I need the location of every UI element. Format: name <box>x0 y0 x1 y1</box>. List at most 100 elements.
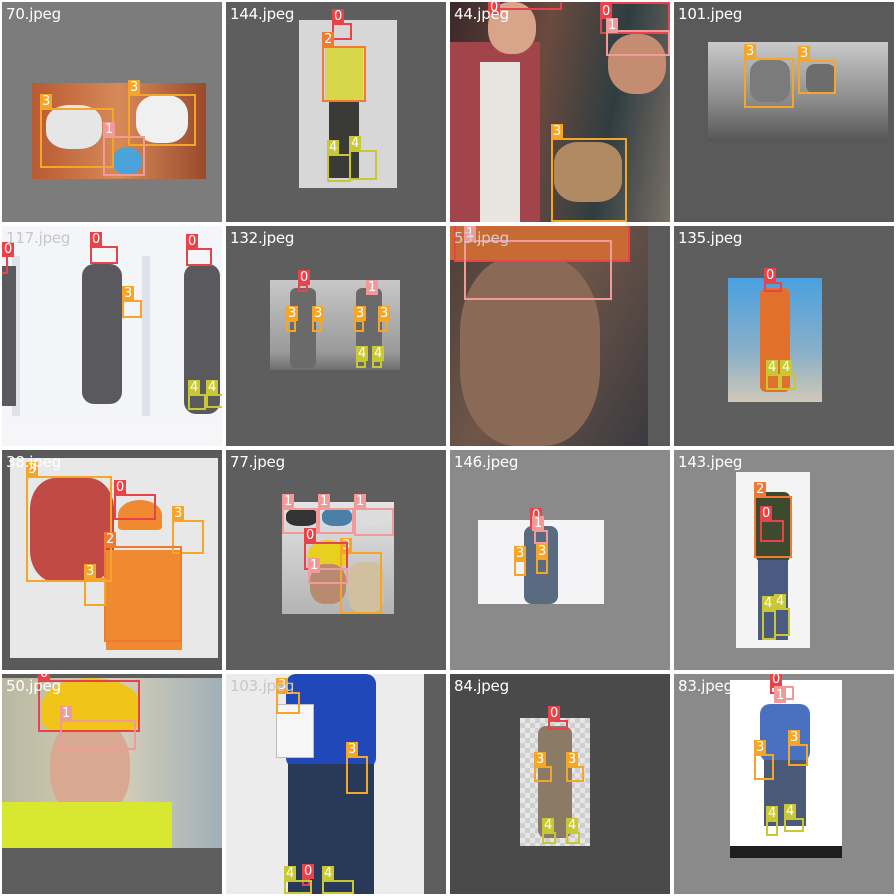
class-label: 0 <box>304 528 317 543</box>
filename-label: 44.jpeg <box>454 5 509 23</box>
image-tile[interactable]: 0 1 3 3 146.jpeg <box>450 450 670 670</box>
photo <box>226 674 424 894</box>
photo <box>450 226 648 446</box>
filename-label: 101.jpeg <box>678 5 743 23</box>
image-tile[interactable]: 0 0 0 3 4 4 117.jpeg <box>2 226 222 446</box>
image-tile[interactable]: 0 0 1 3 44.jpeg <box>450 2 670 222</box>
class-label: 3 <box>514 546 527 561</box>
vest-shape <box>325 46 363 102</box>
filename-label: 132.jpeg <box>230 229 295 247</box>
class-label: 2 <box>322 32 335 47</box>
filename-label: 146.jpeg <box>454 453 519 471</box>
bbox: 3 <box>128 80 196 146</box>
bbox: 2 <box>754 482 792 558</box>
bbox: 0 <box>2 242 15 274</box>
image-tile[interactable]: 3 3 0 4 4 103.jpeg <box>226 674 446 894</box>
bbox: 0 <box>600 2 670 34</box>
bbox: 1 <box>282 494 318 534</box>
goggles-shape <box>286 508 318 526</box>
class-label: 3 <box>566 752 579 767</box>
class-label: 4 <box>206 380 219 395</box>
class-label: 4 <box>774 594 787 609</box>
bbox: 4 <box>322 866 354 894</box>
image-tile[interactable]: 3 3 101.jpeg <box>674 2 894 222</box>
glove-shape <box>348 562 384 612</box>
class-label: 4 <box>372 346 385 361</box>
filename-label: 143.jpeg <box>678 453 743 471</box>
image-tile[interactable]: 3 0 3 2 3 38.jpeg <box>2 450 222 670</box>
photo <box>730 680 842 858</box>
vest-shape <box>2 802 172 848</box>
bbox: 3 <box>354 306 367 332</box>
class-label: 3 <box>744 44 757 59</box>
bbox: 1 <box>532 516 548 544</box>
filename-label: 135.jpeg <box>678 229 743 247</box>
filename-label: 70.jpeg <box>6 5 61 23</box>
filename-label: 53.jpeg <box>454 229 509 247</box>
image-tile[interactable]: 3 3 1 70.jpeg <box>2 2 222 222</box>
filename-label: 117.jpeg <box>6 229 71 247</box>
image-tile[interactable]: 2 0 4 4 143.jpeg <box>674 450 894 670</box>
bbox: 1 <box>774 686 794 703</box>
image-tile[interactable]: 0 1 3 3 4 4 83.jpeg <box>674 674 894 894</box>
photo <box>520 718 590 846</box>
face-shape <box>460 256 600 446</box>
class-label: 0 <box>332 9 345 24</box>
class-label: 0 <box>186 234 199 249</box>
class-label: 3 <box>276 678 289 693</box>
image-tile[interactable]: 0 1 3 3 3 3 4 4 132.jpeg <box>226 226 446 446</box>
footer-strip <box>730 846 842 858</box>
bbox: 0 <box>548 706 568 730</box>
photo <box>32 83 206 179</box>
filename-label: 50.jpeg <box>6 677 61 695</box>
goggles-shape <box>358 508 390 526</box>
image-tile[interactable]: 0 2 4 4 144.jpeg <box>226 2 446 222</box>
bbox: 4 <box>327 140 351 182</box>
helmet-shape <box>450 226 630 260</box>
class-label: 3 <box>754 740 767 755</box>
image-tile[interactable]: 1 1 1 3 0 1 77.jpeg <box>226 450 446 670</box>
bbox: 4 <box>372 346 385 368</box>
class-label: 2 <box>754 482 767 497</box>
class-label: 1 <box>366 280 379 295</box>
vest-shape <box>106 550 182 650</box>
ladder-shape <box>12 256 20 416</box>
bbox: 3 <box>122 286 142 318</box>
class-label: 4 <box>327 140 340 155</box>
image-tile[interactable]: 0 4 4 135.jpeg <box>674 226 894 446</box>
class-label: 4 <box>188 380 201 395</box>
shirt-shape <box>760 704 810 762</box>
bbox: 4 <box>780 360 796 390</box>
class-label: 1 <box>282 494 295 509</box>
bbox: 0 <box>332 9 352 40</box>
image-tile[interactable]: 0 1 53.jpeg <box>450 226 670 446</box>
class-label: 0 <box>770 674 783 687</box>
worker-shape <box>524 526 558 604</box>
class-label: 3 <box>354 306 367 321</box>
bbox: 4 <box>356 346 369 368</box>
class-label: 1 <box>464 226 477 241</box>
filename-label: 38.jpeg <box>6 453 61 471</box>
glove-shape <box>806 64 836 94</box>
bbox: 4 <box>284 866 312 894</box>
bbox: 2 <box>322 32 366 102</box>
class-label: 1 <box>60 706 73 721</box>
bbox: 3 <box>276 678 300 714</box>
image-tile[interactable]: 0 3 3 4 4 84.jpeg <box>450 674 670 894</box>
class-label: 2 <box>104 532 117 547</box>
image-tile[interactable]: 0 1 50.jpeg <box>2 674 222 894</box>
class-label: 4 <box>566 818 579 833</box>
bbox: 3 <box>312 306 325 332</box>
glove-shape <box>136 95 188 143</box>
class-label: 3 <box>312 306 325 321</box>
class-label: 4 <box>322 866 335 881</box>
bbox: 0 <box>186 234 212 266</box>
photo <box>10 458 218 658</box>
bbox: 3 <box>84 564 106 606</box>
class-label: 3 <box>788 730 801 745</box>
class-label: 3 <box>172 506 185 521</box>
bbox: 1 <box>60 706 136 750</box>
class-label: 4 <box>349 136 362 151</box>
bbox: 4 <box>766 806 779 836</box>
bbox: 2 <box>104 532 182 642</box>
